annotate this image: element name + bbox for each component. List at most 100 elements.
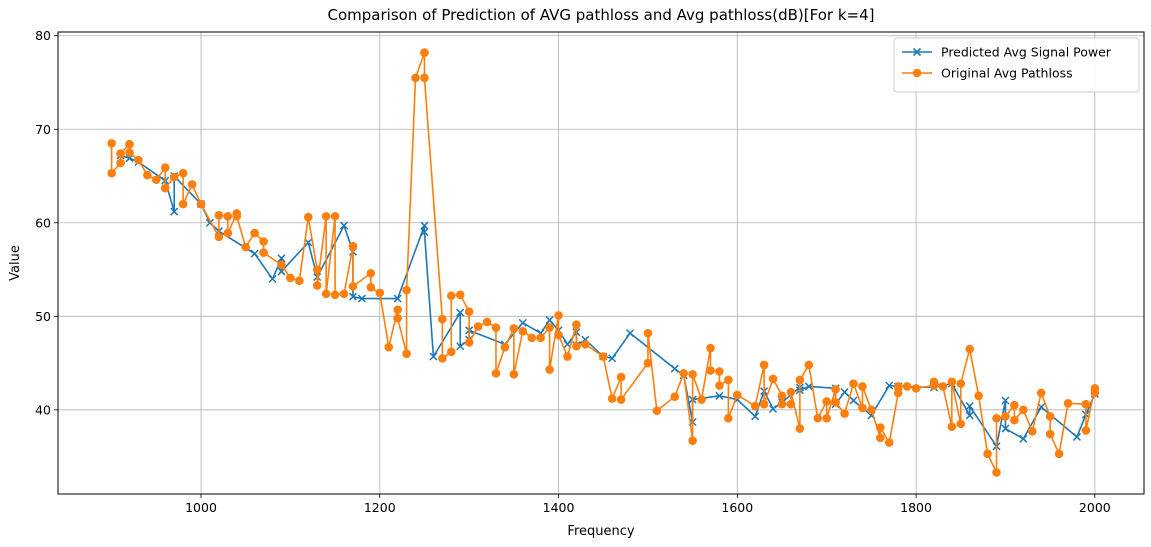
data-point (518, 326, 528, 336)
data-point (339, 289, 349, 299)
plot-frame (57, 31, 1145, 495)
data-point (411, 73, 420, 83)
data-point (1001, 412, 1010, 421)
data-point (420, 228, 429, 237)
data-point (1001, 424, 1010, 433)
data-point (884, 438, 894, 447)
data-point (1045, 412, 1055, 421)
data-point (670, 392, 680, 402)
data-point (965, 344, 975, 354)
data-point (464, 307, 474, 316)
data-point (491, 369, 501, 378)
data-point (348, 241, 358, 251)
data-point (715, 381, 724, 390)
data-point (375, 288, 385, 298)
data-point (312, 265, 322, 274)
data-point (724, 413, 733, 423)
data-point (554, 311, 563, 320)
data-point (232, 211, 242, 221)
data-point (178, 168, 188, 178)
data-point (339, 221, 349, 230)
data-point (822, 413, 831, 423)
legend-label-original: Original Avg Pathloss (941, 66, 1073, 81)
data-point (643, 358, 653, 368)
data-point (697, 395, 706, 404)
data-point (831, 398, 840, 407)
data-point (393, 313, 402, 323)
data-point (545, 323, 554, 332)
data-point (769, 404, 778, 413)
data-point (330, 211, 340, 221)
data-point (1081, 399, 1091, 409)
x-tick-label: 1400 (543, 500, 575, 515)
data-point (902, 382, 912, 391)
data-point (223, 211, 233, 221)
data-point (795, 424, 805, 433)
data-point (366, 268, 376, 278)
data-point (125, 139, 134, 149)
data-point (438, 314, 447, 324)
x-tick-label: 1800 (900, 500, 932, 515)
data-point (867, 405, 876, 415)
data-point (500, 342, 510, 352)
data-point (107, 168, 116, 178)
data-point (348, 292, 357, 301)
data-point (956, 419, 966, 429)
data-point (956, 379, 966, 388)
data-point (187, 180, 197, 189)
data-point (750, 401, 760, 411)
data-point (777, 391, 787, 401)
data-point (286, 273, 295, 283)
y-tick-label: 60 (35, 215, 51, 230)
data-point (715, 391, 724, 400)
data-point (572, 320, 581, 330)
data-point (724, 375, 733, 385)
data-point (303, 212, 313, 222)
data-point (777, 399, 787, 409)
y-tick-label: 40 (35, 402, 51, 417)
data-point (563, 352, 572, 361)
data-point (384, 342, 394, 352)
data-point (304, 238, 313, 247)
data-point (446, 291, 456, 301)
data-point (938, 382, 948, 391)
data-point (1081, 426, 1091, 435)
data-point (786, 399, 796, 409)
data-point (456, 308, 465, 317)
data-point (893, 382, 903, 391)
data-point (616, 395, 626, 404)
data-point (518, 318, 527, 327)
legend-marker-x (912, 47, 922, 57)
data-point (974, 391, 983, 401)
data-point (295, 276, 304, 286)
data-point (759, 360, 769, 370)
data-point (402, 285, 411, 295)
data-point (626, 329, 635, 338)
data-point (813, 413, 823, 423)
data-point (277, 254, 286, 263)
y-tick-label: 50 (35, 309, 51, 324)
x-tick-label: 2000 (1079, 500, 1111, 515)
data-point (393, 294, 402, 303)
data-point (1054, 449, 1064, 459)
data-point (688, 436, 697, 445)
data-point (268, 274, 277, 283)
data-point (733, 390, 742, 400)
x-tick-label: 1600 (721, 500, 753, 515)
data-point (160, 183, 170, 193)
data-point (679, 369, 688, 378)
data-point (893, 388, 903, 398)
data-point (849, 396, 858, 405)
data-point (1001, 396, 1010, 405)
data-point (965, 411, 974, 420)
data-point (572, 341, 581, 351)
data-point (420, 48, 429, 57)
x-tick-label: 1000 (185, 500, 217, 515)
data-point (357, 294, 366, 303)
data-point (116, 149, 125, 158)
data-point (876, 433, 885, 443)
y-tick-label: 70 (35, 122, 51, 137)
series-layer (107, 48, 1100, 477)
data-point (545, 365, 554, 374)
data-point (688, 369, 697, 379)
